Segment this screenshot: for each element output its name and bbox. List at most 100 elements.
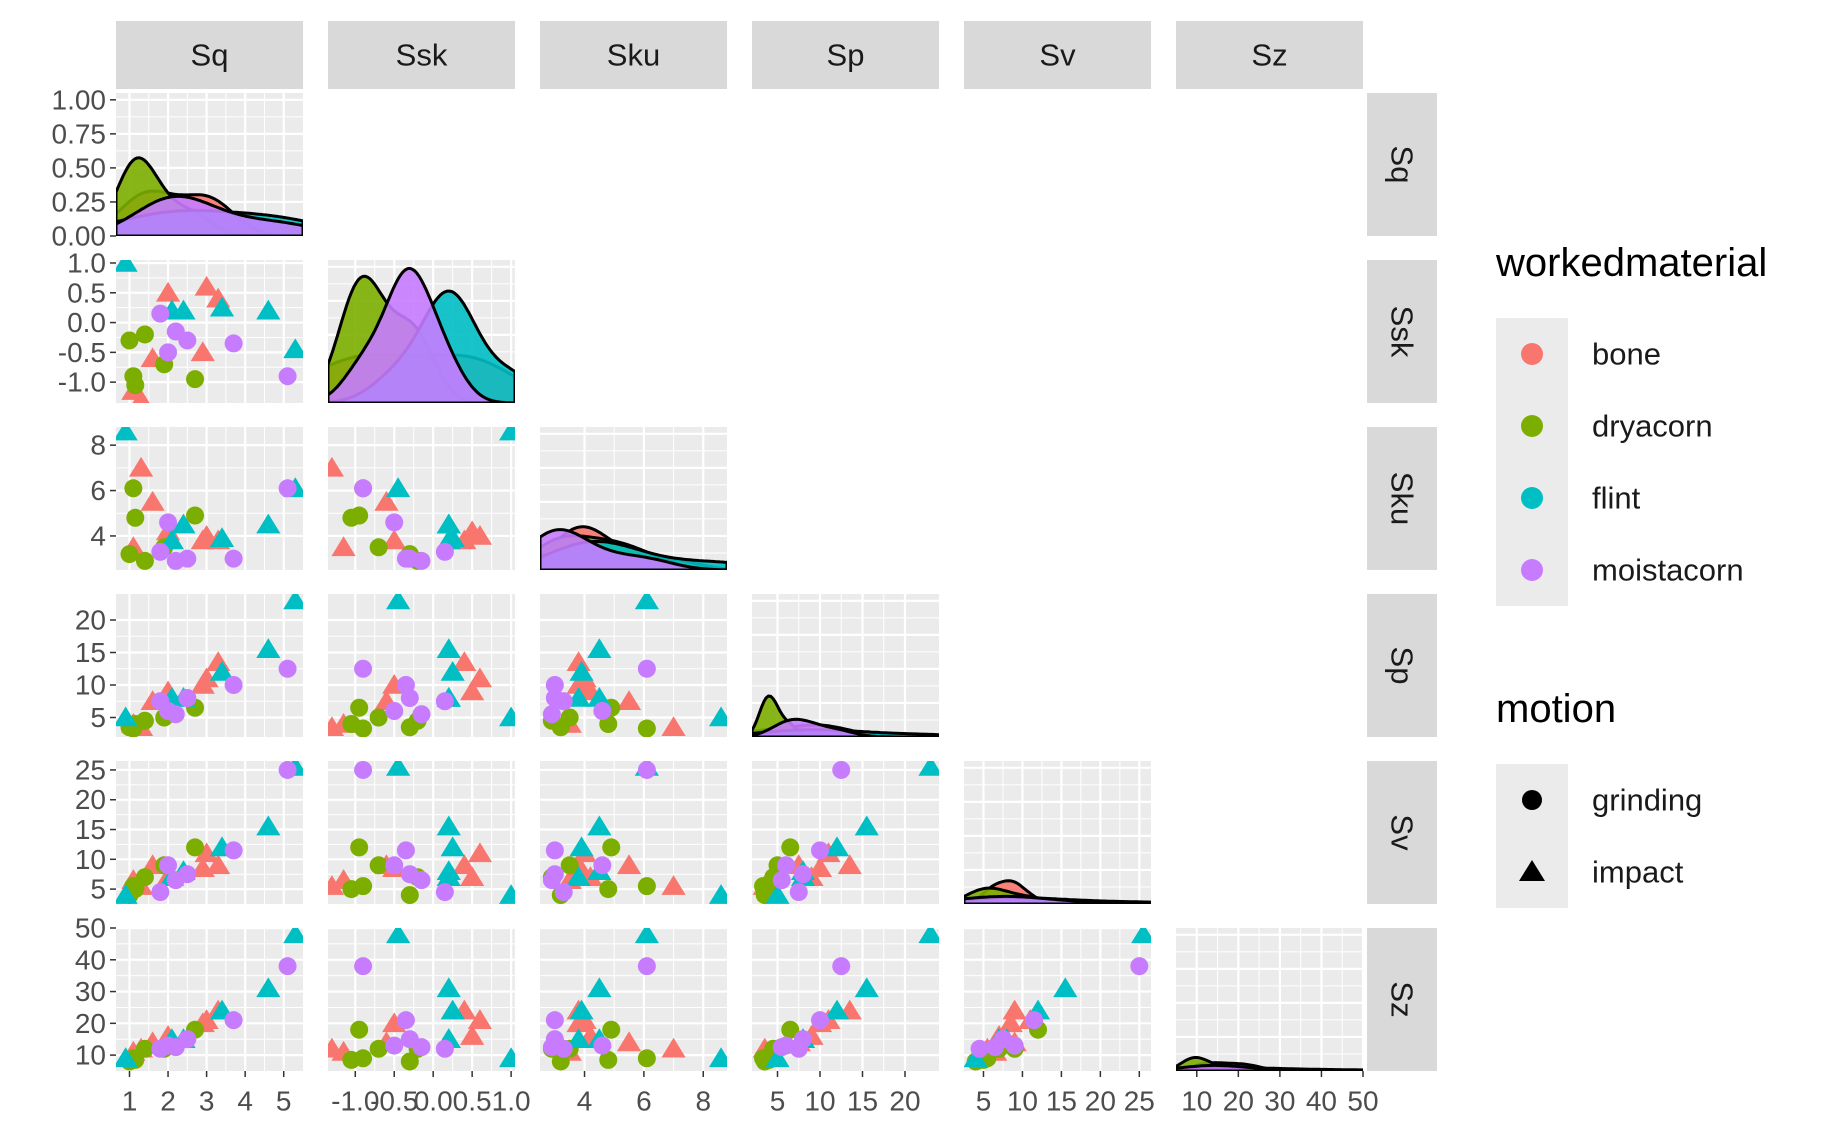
point-triangle-flint-18 [386,928,411,944]
point-circle-moistacorn-20 [385,1036,404,1055]
point-circle-moistacorn-20 [385,702,404,720]
y-tick-label-Sp: 10 [75,670,106,701]
strip-right-Sku [1367,427,1437,570]
panel-Sp-Ssk [328,594,515,737]
panel-marks [1176,1056,1363,1071]
point-circle-dryacorn-12 [602,1020,621,1039]
legend-shape-title: motion [1496,687,1616,731]
point-circle-moistacorn-22 [545,1030,564,1049]
x-tick-label-Sq: 3 [199,1086,215,1117]
point-triangle-bone-1 [1002,999,1027,1020]
point-circle-moistacorn-20 [385,856,404,875]
x-tick-label-Sq: 2 [160,1086,176,1117]
y-tick-label-Sz: 30 [75,976,106,1007]
panel-marks [752,761,939,904]
point-circle-moistacorn-21 [542,705,561,724]
strip-top-label-Sv: Sv [1039,38,1076,73]
point-triangle-bone-5 [661,716,686,737]
y-tick-label-Sq: 0.25 [52,186,107,217]
point-circle-moistacorn-22 [178,549,197,568]
point-circle-moistacorn-20 [159,513,178,532]
panel-Sku-Sku [540,427,727,572]
point-triangle-flint-13 [765,884,790,904]
point-circle-moistacorn-22 [993,1030,1012,1049]
y-tick-label-Sz: 20 [75,1008,106,1039]
strip-top-Sq [116,21,303,89]
point-triangle-bone-0 [467,842,493,863]
point-triangle-flint-16 [209,296,235,317]
point-circle-dryacorn-10 [135,551,154,570]
point-circle-dryacorn-9 [599,1050,618,1069]
panel-marks [540,525,727,570]
legend-key-dryacorn [1521,415,1543,437]
point-triangle-flint-13 [499,1047,515,1068]
point-circle-moistacorn-24 [278,479,297,498]
panel-marks [116,156,303,236]
strip-right-label-Ssk: Ssk [1385,306,1420,358]
panel-marks [328,928,515,1071]
y-tick-label-Sv: 25 [75,754,106,785]
point-triangle-flint-16 [569,999,594,1020]
point-triangle-flint-17 [256,299,281,320]
panel-Ssk-Ssk [328,260,515,405]
point-triangle-flint-17 [256,815,281,836]
panel-marks [964,879,1151,904]
point-triangle-bone-4 [374,490,399,511]
y-tick-label-Sz: 50 [75,913,106,944]
point-triangle-bone-2 [190,857,215,878]
point-triangle-bone-0 [467,667,493,688]
point-circle-moistacorn-24 [278,367,297,386]
panel-marks [542,594,727,737]
point-triangle-flint-17 [436,638,461,659]
x-tick-label-Sz: 50 [1347,1086,1378,1117]
point-triangle-flint-14 [566,866,591,886]
density-moistacorn [752,717,939,737]
point-triangle-flint-17 [587,815,612,836]
legend-label-impact: impact [1592,855,1684,890]
point-circle-moistacorn-23 [224,334,243,353]
point-triangle-bone-2 [566,674,591,694]
point-circle-moistacorn-20 [159,343,178,362]
panel-marks [116,761,303,904]
x-tick-label-Sz: 10 [1181,1086,1212,1117]
point-circle-moistacorn-22 [178,331,197,350]
point-circle-dryacorn-8 [637,877,656,896]
point-circle-dryacorn-9 [342,880,361,899]
y-tick-label-Sq: 0.75 [52,118,107,149]
point-triangle-flint-16 [569,836,594,857]
strip-right-label-Sz: Sz [1385,981,1420,1017]
legend-triangle-icon [1519,860,1545,881]
panel-marks [964,928,1151,1071]
strip-right-label-Sv: Sv [1385,814,1420,851]
x-tick-label-Sz: 30 [1264,1086,1295,1117]
point-circle-dryacorn-12 [186,370,205,389]
legend-label-bone: bone [1592,337,1661,372]
point-circle-moistacorn-22 [400,865,419,884]
point-triangle-bone-2 [382,1012,407,1033]
strip-top-label-Sp: Sp [827,38,865,73]
point-triangle-flint-17 [587,977,612,998]
point-circle-moistacorn-23 [545,841,564,860]
point-triangle-flint-16 [440,836,465,857]
point-circle-dryacorn-12 [186,506,205,525]
point-triangle-flint-17 [256,977,281,998]
point-triangle-bone-1 [452,651,477,672]
point-circle-moistacorn-23 [1025,1011,1044,1030]
x-tick-label-Ssk: 1.0 [492,1086,531,1117]
point-circle-dryacorn-9 [126,376,145,395]
strip-top-label-Sz: Sz [1251,38,1287,73]
point-triangle-flint-18 [634,928,659,944]
point-circle-moistacorn-24 [354,479,373,498]
point-triangle-flint-13 [116,1047,138,1068]
point-triangle-bone-3 [460,866,485,886]
strip-right-label-Sp: Sp [1385,647,1420,685]
legend: workedmaterial bone dryacorn flint moistacor… [1495,241,1767,908]
point-triangle-flint-17 [436,513,461,534]
point-circle-moistacorn-20 [777,856,795,875]
point-triangle-flint-15 [171,299,196,320]
point-triangle-flint-14 [566,1028,591,1049]
point-triangle-bone-2 [998,1012,1023,1033]
point-triangle-bone-2 [190,341,215,362]
point-circle-moistacorn-24 [354,659,373,678]
